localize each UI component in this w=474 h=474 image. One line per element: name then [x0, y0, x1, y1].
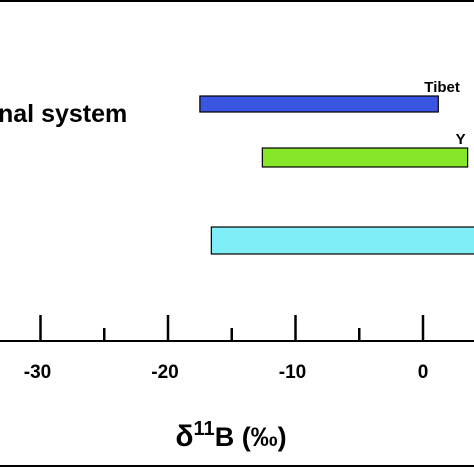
- bar-2: [261, 147, 469, 168]
- x-axis-title-sup: 11: [194, 418, 215, 440]
- x-tick-label: -20: [151, 362, 178, 383]
- bars-group: [199, 95, 474, 255]
- x-axis-title-rest: B (‰): [215, 422, 287, 452]
- x-axis-title-main: δ: [175, 420, 193, 453]
- bar-3: [210, 226, 474, 255]
- x-axis-title: δ11B (‰): [175, 418, 286, 453]
- x-tick-labels-group: -30 -20 -10 0: [24, 362, 429, 383]
- bar-labels-group: Tibet Y: [424, 79, 465, 148]
- x-tick-label: 0: [418, 362, 429, 383]
- bar-label-1: Tibet: [424, 79, 460, 96]
- x-tick-label: -10: [279, 362, 306, 383]
- bar-1: [199, 95, 439, 113]
- bar-label-2: Y: [456, 131, 466, 148]
- annotation-text: nal system: [0, 100, 127, 128]
- x-tick-label: -30: [24, 362, 51, 383]
- x-ticks-group: [39, 315, 425, 341]
